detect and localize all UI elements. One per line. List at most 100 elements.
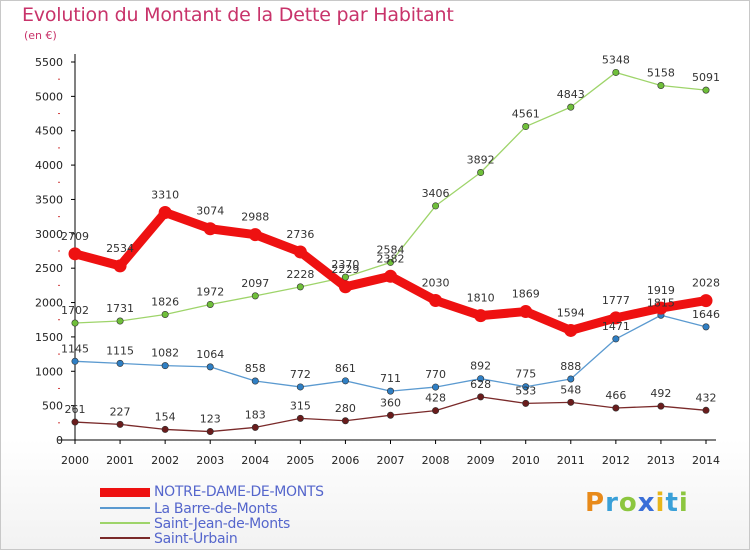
series-point-2 [296, 283, 304, 291]
data-label-2: 1972 [196, 285, 224, 298]
data-label-2: 3892 [467, 154, 495, 167]
data-label-2: 3406 [422, 187, 450, 200]
legend-label-notre-dame: NOTRE-DAME-DE-MONTS [154, 484, 324, 500]
data-label-3: 492 [650, 387, 671, 400]
legend-swatch-barre [100, 507, 150, 509]
data-label-2: 1731 [106, 302, 134, 315]
data-label-3: 360 [380, 396, 401, 409]
data-label-0: 2382 [377, 252, 405, 265]
data-label-2: 2228 [286, 268, 314, 281]
series-point-2 [161, 311, 169, 319]
series-point-1 [296, 383, 304, 391]
logo-letter: i [678, 488, 689, 518]
y-tick-label: 3500 [35, 193, 63, 206]
data-label-3: 315 [290, 399, 311, 412]
legend-label-saint-urbain: Saint-Urbain [154, 531, 238, 547]
series-point-0 [519, 305, 533, 319]
series-point-3 [657, 402, 665, 410]
data-label-3: 154 [155, 410, 176, 423]
x-tick-label: 2011 [557, 454, 585, 467]
data-label-3: 466 [605, 389, 626, 402]
series-point-0 [654, 301, 668, 315]
series-point-1 [206, 363, 214, 371]
data-label-0: 1594 [557, 306, 585, 319]
y-tick-label: 5500 [35, 56, 63, 69]
x-tick-label: 2007 [377, 454, 405, 467]
series-point-3 [296, 414, 304, 422]
series-point-1 [71, 357, 79, 365]
series-point-3 [386, 411, 394, 419]
y-tick-label: 500 [42, 400, 63, 413]
data-label-3: 261 [65, 403, 86, 416]
series-point-3 [206, 428, 214, 436]
x-tick-label: 2005 [286, 454, 314, 467]
series-point-2 [702, 86, 710, 94]
series-point-3 [432, 407, 440, 415]
x-tick-label: 2008 [422, 454, 450, 467]
series-point-0 [158, 206, 172, 220]
series-point-0 [338, 280, 352, 294]
x-tick-label: 2002 [151, 454, 179, 467]
data-label-3: 432 [696, 391, 717, 404]
series-point-1 [522, 383, 530, 391]
data-label-3: 533 [515, 384, 536, 397]
y-tick-label: 2000 [35, 297, 63, 310]
data-label-0: 2028 [692, 277, 720, 290]
y-tick-label: 5000 [35, 90, 63, 103]
series-point-1 [386, 387, 394, 395]
series-point-3 [116, 420, 124, 428]
series-point-2 [386, 258, 394, 266]
series-point-0 [203, 222, 217, 236]
data-label-3: 183 [245, 408, 266, 421]
series-point-2 [477, 169, 485, 177]
data-label-1: 892 [470, 360, 491, 373]
series-point-3 [702, 406, 710, 414]
legend-swatch-saint-urbain [100, 537, 150, 539]
data-label-3: 227 [110, 405, 131, 418]
data-label-0: 2709 [61, 230, 89, 243]
data-label-1: 861 [335, 362, 356, 375]
data-label-3: 280 [335, 402, 356, 415]
series-point-2 [116, 317, 124, 325]
data-label-1: 770 [425, 368, 446, 381]
series-point-2 [251, 292, 259, 300]
y-tick-label: 0 [56, 434, 63, 447]
series-point-3 [341, 417, 349, 425]
series-point-1 [116, 359, 124, 367]
series-point-3 [522, 399, 530, 407]
logo-letter: i [655, 488, 666, 518]
series-point-0 [564, 323, 578, 337]
series-point-2 [567, 103, 575, 111]
series-point-2 [522, 123, 530, 131]
series-point-0 [429, 293, 443, 307]
series-point-3 [477, 393, 485, 401]
data-label-3: 548 [560, 383, 581, 396]
x-tick-label: 2012 [602, 454, 630, 467]
legend-swatch-notre-dame [100, 488, 150, 497]
data-label-0: 2736 [286, 228, 314, 241]
data-label-1: 1064 [196, 348, 224, 361]
data-label-2: 5091 [692, 71, 720, 84]
series-point-0 [68, 247, 82, 261]
data-label-1: 711 [380, 372, 401, 385]
data-label-1: 1145 [61, 342, 89, 355]
logo-letter: r [605, 488, 619, 518]
series-point-3 [161, 425, 169, 433]
series-point-2 [71, 319, 79, 327]
series-point-0 [609, 311, 623, 325]
data-label-0: 2030 [422, 276, 450, 289]
series-point-1 [612, 335, 620, 343]
series-point-0 [384, 269, 397, 283]
x-tick-label: 2001 [106, 454, 134, 467]
data-label-2: 4561 [512, 108, 540, 121]
data-label-3: 428 [425, 392, 446, 405]
legend-label-barre: La Barre-de-Monts [154, 501, 278, 517]
data-label-2: 1826 [151, 296, 179, 309]
y-tick-label: 4000 [35, 159, 63, 172]
series-point-0 [113, 259, 127, 273]
series-point-1 [432, 383, 440, 391]
series-point-1 [477, 375, 485, 383]
x-tick-label: 2000 [61, 454, 89, 467]
data-label-0: 1869 [512, 288, 540, 301]
data-label-2: 5348 [602, 53, 630, 66]
